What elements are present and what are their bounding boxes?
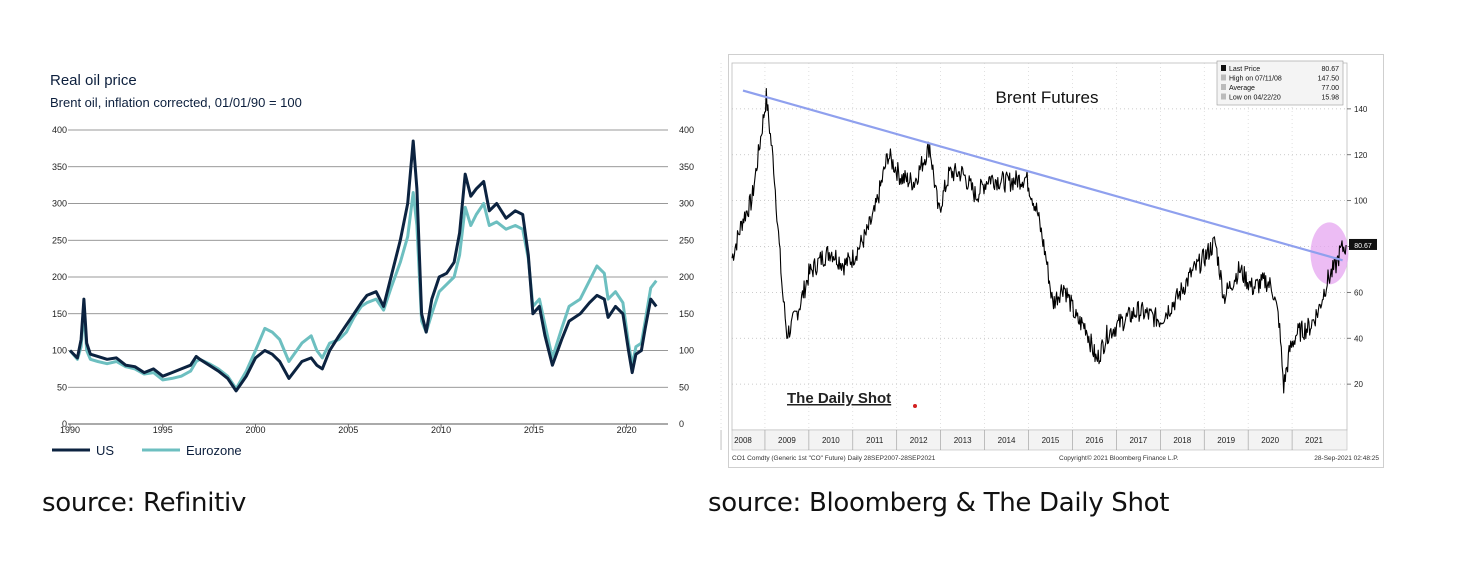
left-source-label: source: Refinitiv — [42, 488, 247, 518]
right-stats-value: 77.00 — [1321, 85, 1339, 92]
left-y-tick-label: 100 — [52, 346, 67, 356]
right-x-tick-label: 2009 — [778, 436, 796, 445]
left-y-tick-label-right: 350 — [679, 162, 694, 172]
right-x-tick-label: 2012 — [910, 436, 928, 445]
right-stats-label: Low on 04/22/20 — [1229, 95, 1281, 102]
left-y-tick-label: 200 — [52, 272, 67, 282]
right-x-tick-label: 2014 — [998, 436, 1016, 445]
left-y-tick-label-right: 0 — [679, 419, 684, 429]
right-stats-marker — [1221, 93, 1226, 100]
left-y-tick-label: 300 — [52, 199, 67, 209]
right-source-label: source: Bloomberg & The Daily Shot — [708, 488, 1170, 518]
left-y-tick-label-right: 200 — [679, 272, 694, 282]
left-y-tick-label-right: 150 — [679, 309, 694, 319]
right-x-tick-label: 2018 — [1173, 436, 1191, 445]
right-x-tick-label: 2020 — [1261, 436, 1279, 445]
right-y-tick-label: 140 — [1354, 105, 1368, 114]
right-chart-title: Brent Futures — [996, 88, 1099, 107]
right-x-tick-label: 2011 — [866, 436, 884, 445]
left-y-tick-label: 350 — [52, 162, 67, 172]
right-y-tick-label: 120 — [1354, 151, 1368, 160]
left-chart-subtitle: Brent oil, inflation corrected, 01/01/90… — [50, 95, 302, 110]
left-y-tick-label-right: 400 — [679, 125, 694, 135]
left-x-tick-label: 2010 — [431, 425, 451, 435]
right-last-price-tag — [1349, 238, 1377, 250]
right-x-tick-label: 2019 — [1217, 436, 1235, 445]
left-y-tick-label: 0 — [62, 419, 67, 429]
right-x-axis-band — [731, 429, 1348, 451]
right-y-tick-label: 100 — [1354, 197, 1368, 206]
right-y-tick-label: 20 — [1354, 380, 1363, 389]
left-chart-title: Real oil price — [50, 72, 137, 89]
right-x-tick-label: 2013 — [954, 436, 972, 445]
right-trend-line — [742, 89, 1343, 262]
left-x-tick-label: 2015 — [524, 425, 544, 435]
right-highlight-ellipse — [1310, 222, 1349, 285]
left-series-line-us — [68, 139, 658, 393]
right-stats-value: 80.67 — [1321, 66, 1339, 73]
left-series-line-eurozone — [68, 191, 658, 391]
right-footer-mid: Copyright© 2021 Bloomberg Finance L.P. — [1059, 454, 1179, 462]
right-y-tick-label: 60 — [1354, 288, 1363, 297]
right-x-tick-label: 2010 — [822, 436, 840, 445]
left-y-tick-label: 250 — [52, 235, 67, 245]
right-x-tick-label: 2017 — [1129, 436, 1147, 445]
right-x-tick-label: 2015 — [1042, 436, 1060, 445]
legend-label-eurozone: Eurozone — [186, 443, 242, 458]
right-chart-panel: 2040608010012014020082009201020112012201… — [720, 54, 1384, 468]
left-y-tick-label-right: 250 — [679, 235, 694, 245]
right-stats-value: 15.98 — [1321, 95, 1339, 102]
legend-label-us: US — [96, 443, 114, 458]
left-y-tick-label: 150 — [52, 309, 67, 319]
right-y-tick-label: 40 — [1354, 334, 1363, 343]
right-x-tick-label: 2016 — [1086, 436, 1104, 445]
left-x-tick-label: 1990 — [60, 425, 80, 435]
right-price-line — [731, 88, 1347, 394]
right-last-price-tag-label: 80.67 — [1354, 243, 1372, 250]
left-y-tick-label: 50 — [57, 382, 67, 392]
left-y-tick-label: 400 — [52, 125, 67, 135]
left-x-tick-label: 1995 — [153, 425, 173, 435]
right-stats-label: Last Price — [1229, 66, 1260, 73]
left-y-tick-label-right: 100 — [679, 346, 694, 356]
right-x-tick-label: 2008 — [734, 436, 752, 445]
right-stats-marker — [1221, 65, 1226, 71]
left-x-tick-label: 2000 — [246, 425, 266, 435]
right-footer-right: 28-Sep-2021 02:48:25 — [1314, 455, 1379, 462]
left-chart-svg: 0 0 50 50 100 100 150 150 200 200 250 250 300 300 350 3… — [52, 125, 694, 458]
left-y-tick-label-right: 300 — [679, 199, 694, 209]
right-stats-marker — [1221, 84, 1226, 90]
right-chart-svg: 2040608010012014020082009201020112012201… — [720, 60, 1379, 462]
right-stats-marker — [1221, 74, 1226, 81]
left-chart-panel: Real oil price Brent oil, inflation corr… — [0, 0, 700, 480]
left-y-tick-label-right: 50 — [679, 382, 689, 392]
right-stats-label: High on 07/11/08 — [1229, 76, 1282, 83]
left-x-tick-label: 2005 — [338, 425, 358, 435]
left-x-tick-label: 2020 — [617, 425, 637, 435]
right-stats-box — [1216, 60, 1344, 106]
right-stats-value: 147.50 — [1318, 76, 1340, 83]
daily-shot-dot — [913, 404, 917, 408]
right-footer-left: CO1 Comdty (Generic 1st "CO" Future) Dai… — [732, 455, 936, 462]
daily-shot-watermark: The Daily Shot — [787, 390, 891, 407]
right-stats-label: Average — [1229, 85, 1255, 92]
right-x-tick-label: 2021 — [1305, 436, 1323, 445]
